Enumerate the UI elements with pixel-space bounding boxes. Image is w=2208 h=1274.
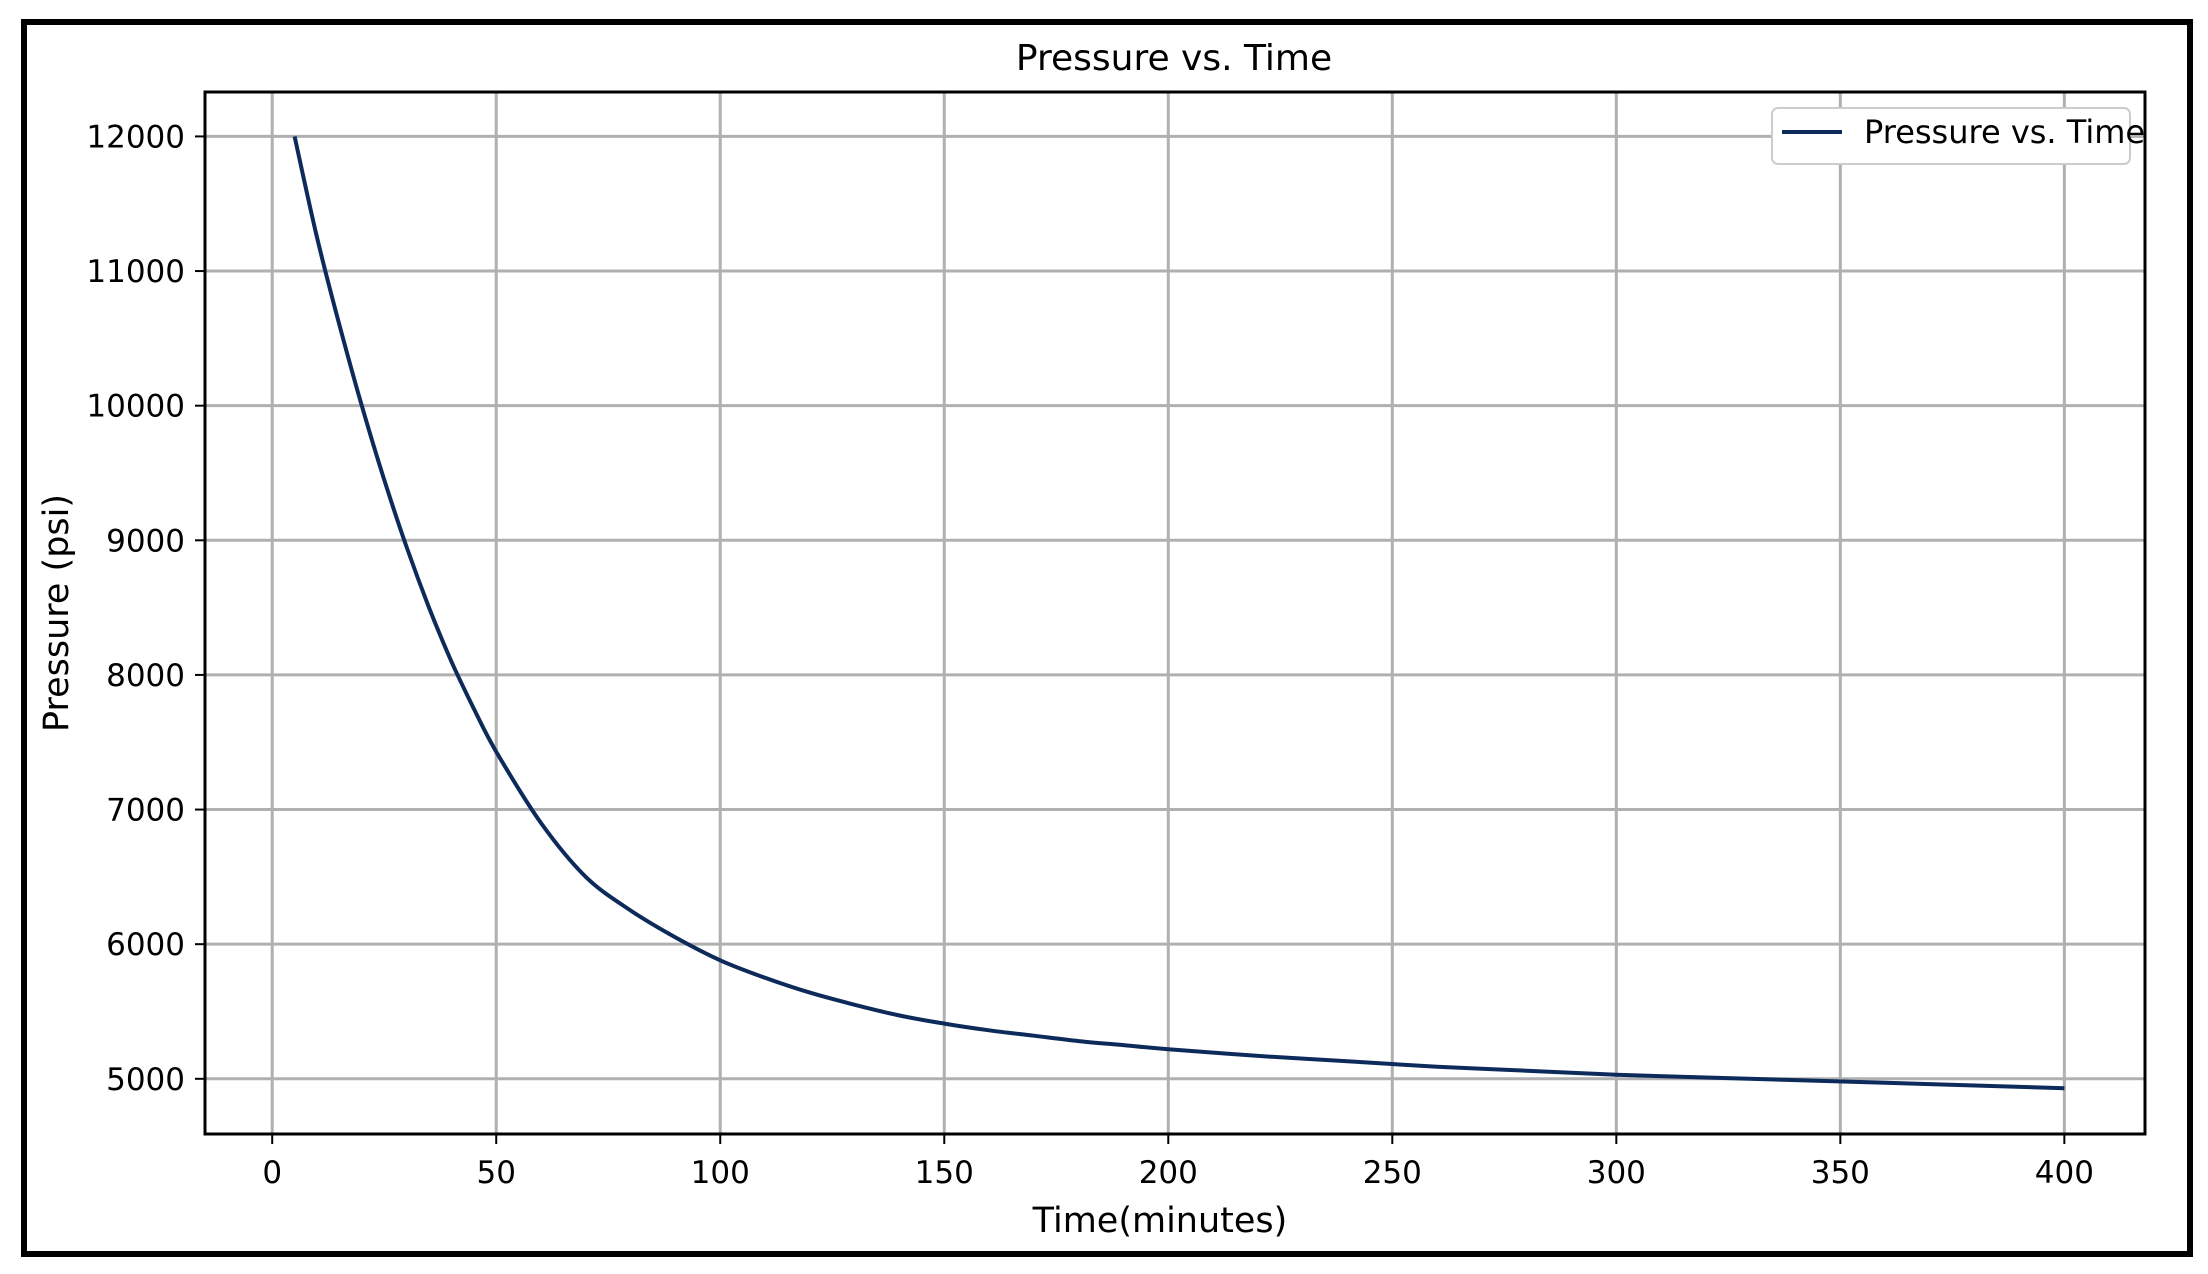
y-tick-label: 12000 — [86, 119, 185, 155]
x-tick-label: 300 — [1587, 1155, 1646, 1191]
series-line — [292, 135, 2065, 1091]
x-tick-label: 400 — [2035, 1155, 2094, 1191]
y-axis-ticks: 5000 6000 7000 8000 9000 10000 11000 12000 — [86, 119, 205, 1098]
grid-lines — [205, 92, 2145, 1134]
x-tick-label: 350 — [1811, 1155, 1870, 1191]
y-tick-label: 11000 — [86, 254, 185, 290]
x-tick-label: 150 — [915, 1155, 974, 1191]
plot-area-frame — [203, 90, 2147, 1136]
y-tick-label: 9000 — [106, 523, 185, 559]
x-tick-label: 50 — [476, 1155, 515, 1191]
x-axis-title: Time(minutes) — [1032, 1201, 1288, 1241]
x-tick-label: 100 — [691, 1155, 750, 1191]
figure-frame — [21, 19, 2193, 1257]
y-tick-label: 6000 — [106, 927, 185, 963]
y-axis-title: Pressure (psi) — [37, 494, 77, 732]
legend-box — [1771, 107, 2131, 165]
x-tick-label: 250 — [1363, 1155, 1422, 1191]
x-axis-ticks: 0 50 100 150 200 250 300 350 400 — [262, 1134, 2094, 1191]
x-tick-label: 0 — [262, 1155, 282, 1191]
legend-entry-label: Pressure vs. Time — [1864, 113, 2145, 151]
x-tick-label: 200 — [1139, 1155, 1198, 1191]
series-group — [292, 135, 2065, 1091]
y-tick-label: 5000 — [106, 1062, 185, 1098]
chart-title: Pressure vs. Time — [1016, 38, 1332, 79]
legend: Pressure vs. Time — [1771, 107, 2145, 165]
y-tick-label: 10000 — [86, 389, 185, 425]
y-tick-label: 7000 — [106, 793, 185, 829]
y-tick-label: 8000 — [106, 658, 185, 694]
